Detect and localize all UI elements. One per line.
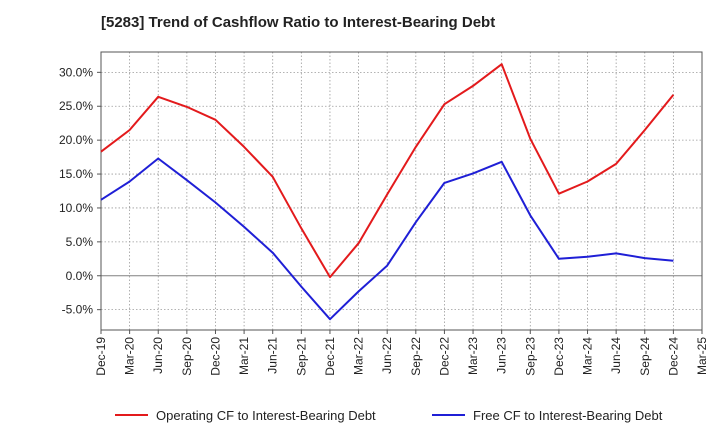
plot-border [100, 51, 703, 331]
x-tick-label: Jun-24 [609, 337, 623, 374]
plot-area [101, 52, 702, 330]
legend-label-2: Free CF to Interest-Bearing Debt [473, 408, 663, 423]
y-tick-label: 20.0% [59, 133, 93, 147]
x-tick-label: Mar-25 [695, 337, 709, 375]
series-line-1 [100, 63, 675, 279]
x-tick-label: Sep-22 [409, 337, 423, 376]
chart-title: [5283] Trend of Cashflow Ratio to Intere… [101, 14, 496, 31]
x-tick-label: Jun-20 [151, 337, 165, 374]
x-tick-label: Mar-23 [466, 337, 480, 375]
legend-label-1: Operating CF to Interest-Bearing Debt [156, 408, 376, 423]
x-tick-label: Dec-19 [94, 337, 108, 376]
x-tick-label: Mar-24 [581, 337, 595, 375]
x-tick-label: Sep-20 [180, 337, 194, 376]
x-tick-label: Mar-22 [352, 337, 366, 375]
x-tick-label: Dec-22 [437, 337, 451, 376]
x-tick-label: Sep-24 [638, 337, 652, 376]
y-tick-label: 15.0% [59, 167, 93, 181]
y-tick-label: 5.0% [66, 235, 94, 249]
y-tick-label: 25.0% [59, 99, 93, 113]
x-tick-label: Dec-20 [208, 337, 222, 376]
x-tick-label: Sep-23 [523, 337, 537, 376]
y-tick-label: 10.0% [59, 201, 93, 215]
x-tick-label: Dec-21 [323, 337, 337, 376]
x-tick-label: Jun-21 [266, 337, 280, 374]
x-tick-label: Mar-20 [123, 337, 137, 375]
x-tick-label: Dec-23 [552, 337, 566, 376]
x-tick-label: Sep-21 [294, 337, 308, 376]
y-tick-label: 0.0% [66, 269, 94, 283]
x-tick-label: Dec-24 [666, 337, 680, 376]
x-tick-label: Jun-22 [380, 337, 394, 374]
x-tick-label: Jun-23 [495, 337, 509, 374]
y-tick-label: 30.0% [59, 65, 93, 79]
series-line-2 [100, 157, 674, 321]
y-tick-label: -5.0% [62, 303, 94, 317]
x-tick-label: Mar-21 [237, 337, 251, 375]
